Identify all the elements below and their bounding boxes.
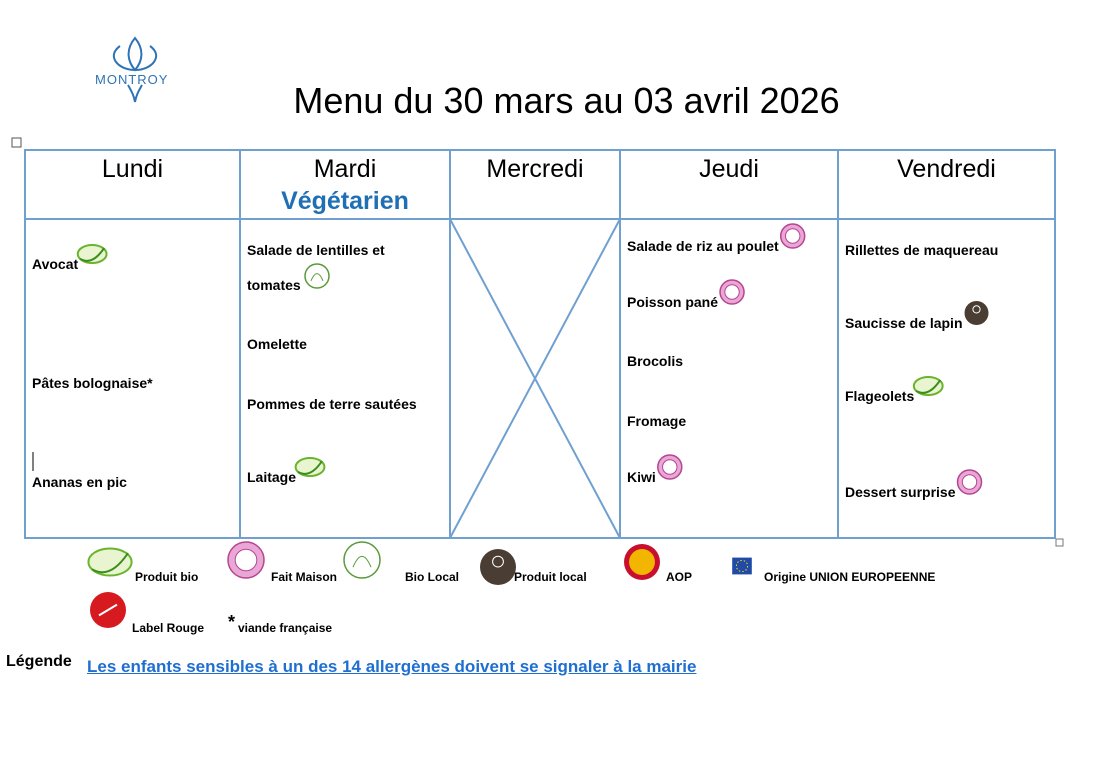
icon-produit-local [964,301,989,325]
legend-label: Bio Local [405,570,460,584]
legend-label: Fait Maison [271,570,338,584]
menu-item: Salade de lentilles et tomates [247,242,385,293]
icon-bio-local [343,541,381,579]
day-name: Vendredi [897,155,996,183]
icon-bio [912,376,944,396]
move-handle [11,137,22,148]
legend-label: Produit bio [135,570,199,584]
logo-text: MONTROY [95,72,169,87]
legend-label: Produit local [514,570,587,584]
menu-item: Laitage [247,469,297,485]
legend-heading: Légende [6,653,72,670]
day-name: Lundi [101,155,164,183]
legend-label: Label Rouge [132,621,205,635]
table-grid [24,149,1056,539]
day-name: Jeudi [699,155,759,183]
icon-fait-maison [227,541,265,579]
menu-item: Brocolis [627,353,684,369]
legend-label: AOP [666,570,693,584]
menu-item: Pâtes bolognaise* [32,375,153,391]
icon-bio [87,547,133,577]
menu-item: Rillettes de maquereau [845,242,999,258]
title: Menu du 30 mars au 03 avril 2026 [293,80,840,121]
day-subtitle: Végétarien [281,187,409,215]
legend-label: Origine UNION EUROPEENNE [764,570,936,584]
resize-handle [1055,538,1064,547]
icon-bio [294,457,326,477]
menu-item: Pommes de terre sautées [247,396,417,412]
menu-item: Omelette [247,336,307,352]
icon-label-rouge [90,592,126,628]
menu-item: Ananas en pic [32,474,127,490]
icon-fait-maison [719,279,745,305]
icon-fait-maison [956,469,983,495]
day-name: Mercredi [486,155,584,183]
icon-produit-local [480,549,516,585]
icon-bio-local [304,263,330,289]
icon-aop [624,544,660,580]
icon-fait-maison [779,223,806,249]
menu-item: Flageolets [845,388,915,404]
icon-fait-maison [657,454,683,480]
allergen-notice[interactable]: Les enfants sensibles à un des 14 allerg… [87,657,697,676]
menu-item: Avocat [32,256,79,272]
menu-item: Fromage [627,413,687,429]
day-name: Mardi [313,155,377,183]
logo-icon [113,36,157,103]
legend-label: viande française [238,621,333,635]
menu-item: Kiwi [627,469,656,485]
menu-item: Dessert surprise [845,484,956,500]
icon-bio [76,244,108,264]
menu-item: Saucisse de lapin [845,315,963,331]
menu-item: Salade de riz au poulet [627,238,779,254]
legend-symbol: * [228,612,236,632]
menu-item: Poisson pané [627,294,719,310]
icon-ue [732,557,752,575]
